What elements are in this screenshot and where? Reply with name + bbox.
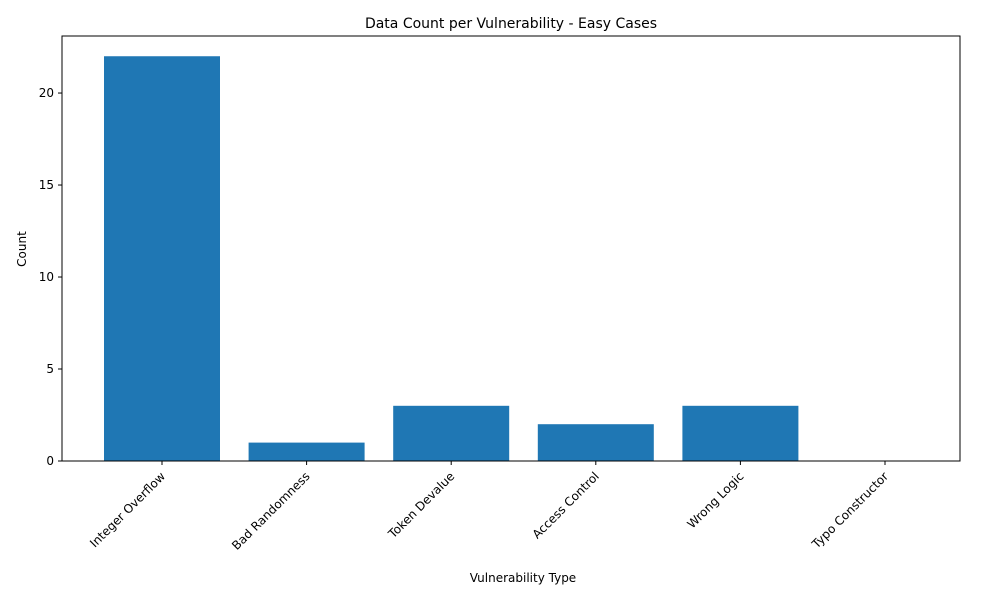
y-tick-label: 15 xyxy=(39,178,54,192)
y-tick-label: 20 xyxy=(39,86,54,100)
x-tick-label: Typo Constructor xyxy=(809,469,892,552)
bar-access-control xyxy=(537,424,654,461)
x-tick-label: Token Devalue xyxy=(385,469,457,541)
bars-group xyxy=(104,56,799,461)
y-axis-label: Count xyxy=(15,231,29,267)
y-tick-label: 10 xyxy=(39,270,54,284)
y-tick-label: 5 xyxy=(46,362,54,376)
bar-integer-overflow xyxy=(104,56,220,461)
y-tick-label: 0 xyxy=(46,454,54,468)
x-axis-ticks: Integer Overflow Bad Randomness Token Deva… xyxy=(87,461,891,553)
bar-bad-randomness xyxy=(248,442,365,461)
y-axis-ticks: 0 5 10 15 20 xyxy=(39,86,62,468)
x-axis-label: Vulnerability Type xyxy=(470,571,576,585)
x-tick-label: Integer Overflow xyxy=(87,469,168,550)
chart-title: Data Count per Vulnerability - Easy Case… xyxy=(365,16,657,32)
bar-token-devalue xyxy=(393,405,510,461)
bar-wrong-logic xyxy=(682,405,799,461)
plot-frame xyxy=(61,35,961,462)
x-tick-label: Wrong Logic xyxy=(684,469,746,531)
x-tick-label: Bad Randomness xyxy=(229,469,313,553)
x-tick-label: Access Control xyxy=(530,469,602,541)
